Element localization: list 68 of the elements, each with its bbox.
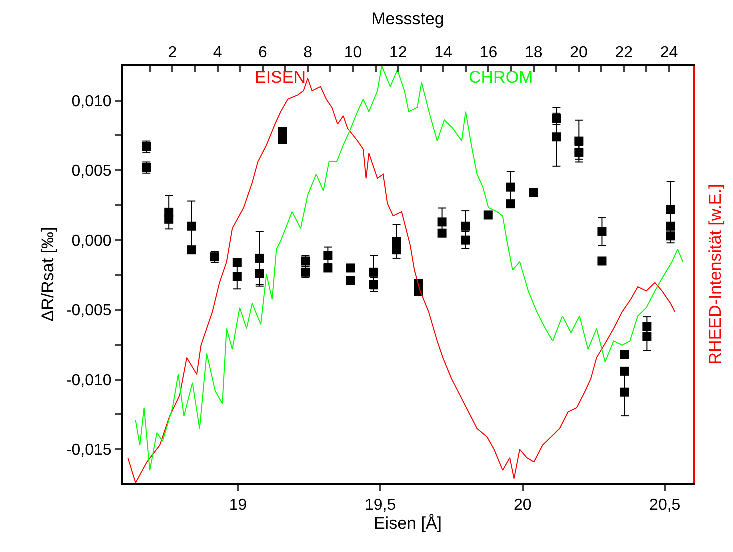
point	[392, 246, 402, 255]
x-tick-label: 19	[229, 497, 248, 514]
point	[278, 127, 288, 136]
point	[369, 268, 378, 277]
y-tick-label: -0,010	[66, 372, 112, 390]
point	[552, 114, 562, 124]
x2-tick-label: 14	[434, 44, 453, 62]
point	[642, 322, 652, 332]
point	[187, 222, 196, 231]
x2-tick-label: 22	[615, 44, 634, 62]
x-axis-title: Eisen [Å]	[374, 514, 442, 534]
point	[164, 214, 174, 224]
y-tick-label: -0,005	[66, 302, 112, 320]
x2-tick-label: 24	[660, 44, 678, 62]
point	[461, 236, 470, 245]
point	[324, 264, 333, 273]
x2-tick-label: 12	[390, 44, 408, 62]
point	[187, 246, 196, 255]
x-tick-label: 19,5	[364, 497, 396, 514]
series-label: CHROM	[469, 68, 534, 87]
y-axis-title: ΔR/Rsat [‰]	[38, 227, 58, 322]
point	[438, 228, 447, 238]
point	[666, 232, 676, 241]
y2-axis-title: RHEED-Intensität [w.E.]	[706, 184, 725, 365]
point	[255, 254, 264, 263]
x2-tick-label: 20	[570, 44, 588, 62]
point	[232, 272, 242, 282]
point	[369, 280, 378, 290]
point	[210, 252, 220, 262]
point	[346, 276, 356, 286]
point	[506, 200, 516, 209]
x2-tick-label: 8	[304, 44, 313, 62]
y-tick-label: 0,005	[72, 163, 112, 180]
x2-tick-label: 6	[258, 44, 268, 62]
x2-tick-label: 4	[213, 44, 222, 62]
point	[574, 148, 584, 157]
point	[598, 227, 607, 236]
x-tick-label: 20	[514, 497, 532, 514]
point	[574, 136, 584, 146]
point	[666, 205, 676, 214]
point	[392, 237, 402, 246]
point	[620, 366, 630, 376]
point	[232, 258, 242, 268]
point	[666, 222, 676, 231]
y-tick-label: 0,010	[72, 93, 112, 110]
point	[642, 332, 652, 342]
point	[324, 251, 333, 260]
y-tick-label: -0,015	[66, 442, 112, 460]
point	[438, 218, 447, 227]
point	[278, 135, 288, 144]
point	[255, 269, 264, 278]
x2-axis-title: Messsteg	[372, 10, 444, 29]
point	[552, 132, 562, 142]
point	[598, 256, 607, 266]
x2-tick-label: 10	[344, 44, 362, 62]
point	[620, 388, 630, 397]
x2-tick-label: 16	[480, 44, 498, 62]
point	[529, 188, 538, 198]
x2-tick-label: 2	[168, 44, 178, 62]
point	[506, 182, 516, 192]
point	[620, 350, 630, 360]
point	[484, 210, 493, 220]
series-label: EISEN	[255, 68, 306, 87]
x-tick-label: 20,5	[650, 497, 681, 514]
point	[346, 264, 356, 273]
x2-tick-label: 18	[524, 44, 543, 62]
point	[461, 222, 470, 231]
y-tick-label: 0,000	[72, 232, 112, 250]
